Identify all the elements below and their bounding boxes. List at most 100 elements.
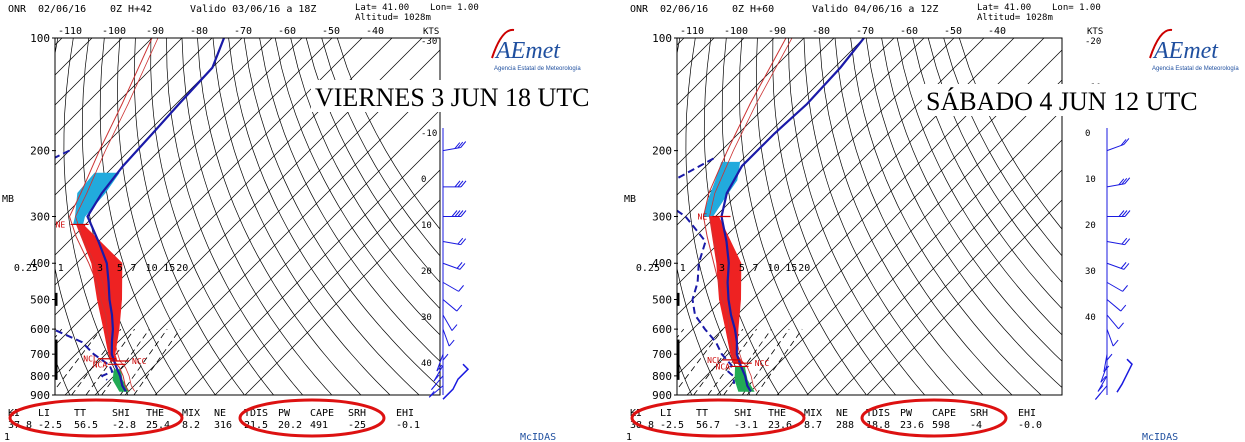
footer-brand: McIDAS: [1142, 432, 1178, 442]
pressure-label: 700: [30, 348, 50, 361]
top-tick-label: -90: [768, 26, 786, 37]
wind-barb-flag: [460, 238, 467, 245]
level-label: NCL: [83, 355, 98, 364]
index-label: THE: [768, 408, 786, 419]
isotherm-line: [866, 199, 1062, 395]
logo-swoosh: [1149, 28, 1173, 59]
kts-scale-label: 20: [421, 267, 432, 277]
index-label: THE: [146, 408, 164, 419]
dry-adiabat-line: [755, 38, 867, 395]
mixing-ratio-label: 20: [176, 263, 188, 274]
mixing-ratio-line: [71, 328, 122, 395]
wind-barb-flag: [1123, 138, 1130, 145]
index-label: NE: [214, 408, 226, 419]
wind-barb-flag: [1120, 262, 1127, 269]
mixing-ratio-label: 10: [146, 263, 158, 274]
logo-wordmark: AEmet: [494, 38, 561, 64]
header-run: 0Z H+60: [732, 4, 774, 15]
header-lon: Lon= 1.00: [1052, 3, 1101, 13]
wind-barb-icon: [442, 281, 459, 292]
pressure-labels: 100 200 300 400 500 600 700 800 900: [30, 32, 56, 402]
top-tick-label: -50: [322, 26, 340, 37]
mixing-ratio-label: 15: [163, 263, 175, 274]
isotherm-line: [776, 109, 1062, 395]
dry-adiabat-line: [739, 38, 838, 395]
level-label: NCC: [132, 357, 147, 366]
y-axis-label: MB: [624, 194, 636, 205]
dry-adiabat-line: [788, 38, 925, 395]
pressure-label: 300: [652, 211, 672, 224]
dry-adiabat-line: [305, 38, 440, 283]
wind-barb-icon: [442, 299, 458, 312]
wind-barb-flag: [431, 383, 437, 390]
index-label: CAPE: [310, 408, 334, 419]
mixing-ratio-label: 5: [117, 263, 123, 274]
pressure-label: 600: [652, 323, 672, 336]
dry-adiabat-line: [290, 38, 440, 310]
pressure-label: 900: [652, 389, 672, 402]
indices-table: KI38.8LI-2.5TT56.7SHI-3.1THE23.6MIX8.7NE…: [630, 408, 1042, 431]
wind-barb-flag: [1123, 263, 1130, 270]
isotherm-line: [214, 169, 440, 395]
kts-scale-label: 40: [1085, 313, 1096, 323]
dry-adiabat-line: [63, 38, 129, 395]
highlight-ellipse-moisture: [860, 398, 1008, 438]
pressure-label: 500: [30, 293, 50, 306]
dry-adiabat-line: [850, 38, 1042, 395]
mixing-ratio-label: 5: [739, 263, 745, 274]
dry-adiabat-line: [943, 38, 1062, 257]
wind-barb-icon: [442, 147, 461, 152]
parcel-virtual-path: [75, 38, 159, 392]
dry-adiabat-line: [133, 38, 245, 395]
wind-barb-icon: [1106, 314, 1119, 330]
top-tick-label: -80: [812, 26, 830, 37]
mixing-ratio-line: [586, 329, 640, 395]
wind-barb-flag: [458, 285, 464, 292]
index-value: 8.7: [804, 420, 822, 431]
wind-barb-flag: [459, 263, 466, 270]
top-tick-label: -90: [146, 26, 164, 37]
index-label: MIX: [804, 408, 822, 419]
top-tick-label: -80: [190, 26, 208, 37]
aemet-logo: AEmet Agencia Estatal de Meteorología: [1142, 20, 1245, 78]
isotherm-line: [55, 38, 273, 256]
header-lat: Lat= 41.00: [977, 3, 1031, 13]
mixing-ratio-label: 10: [768, 263, 780, 274]
isotherm-line: [55, 38, 183, 166]
plot-area: [55, 38, 440, 395]
top-tick-label: -110: [58, 26, 82, 37]
top-tick-label: -40: [988, 26, 1006, 37]
index-label: SRH: [970, 408, 988, 419]
mixing-ratio-line: [133, 328, 181, 395]
top-tick-label: -70: [234, 26, 252, 37]
top-tick-label: -100: [102, 26, 126, 37]
isotherm-line: [836, 169, 1062, 395]
mixing-ratio-line: [55, 328, 102, 391]
header-altitude: Altitud= 1028m: [355, 13, 431, 23]
wind-barb-icon: [1106, 241, 1125, 246]
mixing-ratio-line: [677, 328, 724, 391]
isotherm-line: [55, 38, 243, 226]
index-value: -2.8: [112, 420, 136, 431]
wind-barb-icon: [1097, 375, 1108, 392]
dry-adiabat-line: [243, 38, 440, 388]
header-valid: Valido 04/06/16 a 12Z: [812, 4, 938, 15]
wind-barb-flag: [460, 180, 467, 188]
dry-adiabat-line: [881, 38, 1062, 362]
pressure-labels: 100 200 300 400 500 600 700 800 900: [652, 32, 678, 402]
wind-barb-flag: [436, 364, 443, 372]
pressure-label: 900: [30, 389, 50, 402]
wind-barb-flag: [457, 141, 464, 149]
green-band: [734, 367, 755, 392]
dry-adiabat-line: [197, 38, 362, 395]
pressure-label: 700: [652, 348, 672, 361]
index-label: LI: [38, 408, 50, 419]
pressure-label: 200: [652, 145, 672, 158]
highlight-ellipse-moisture: [238, 398, 386, 438]
dry-adiabat-line: [55, 357, 71, 395]
wind-barb-flag: [428, 390, 435, 398]
